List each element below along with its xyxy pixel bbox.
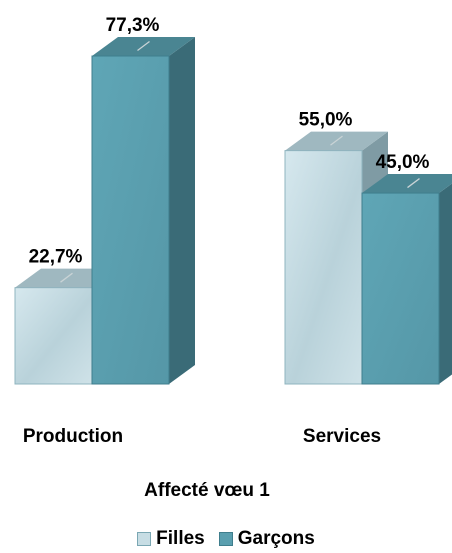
data-label-garcons-production: 77,3%: [106, 15, 160, 36]
category-label-services: Services: [303, 426, 381, 447]
bar-filles-services-front: [284, 150, 363, 385]
bar-garcons-production-front: [91, 55, 170, 385]
bar-garcons-services-top: [362, 174, 452, 194]
legend-label-garcons: Garçons: [237, 528, 315, 549]
bar-filles-services-leader: [330, 135, 343, 146]
x-axis-title: Affecté vœu 1: [144, 480, 270, 501]
bar-garcons-services-front: [361, 192, 440, 385]
data-label-filles-production: 22,7%: [29, 247, 83, 268]
bar-filles-production-front: [14, 287, 93, 385]
bar-garcons-services-leader: [407, 178, 420, 189]
legend-item-filles: Filles: [137, 528, 205, 550]
bar-garcons-production-side: [169, 37, 195, 384]
bar-garcons-services: [361, 174, 452, 385]
data-label-filles-services: 55,0%: [299, 110, 353, 131]
bar-filles-production-leader: [60, 272, 73, 283]
legend: Filles Garçons: [0, 528, 452, 550]
category-label-production: Production: [23, 426, 123, 447]
bar-garcons-production-leader: [137, 40, 150, 52]
legend-item-garcons: Garçons: [218, 528, 315, 550]
legend-swatch-filles: [137, 532, 152, 546]
bar-garcons-production: [91, 37, 195, 385]
legend-swatch-garcons: [218, 532, 233, 546]
bar-garcons-services-side: [439, 183, 452, 384]
data-label-garcons-services: 45,0%: [376, 152, 430, 173]
legend-label-filles: Filles: [156, 528, 205, 549]
